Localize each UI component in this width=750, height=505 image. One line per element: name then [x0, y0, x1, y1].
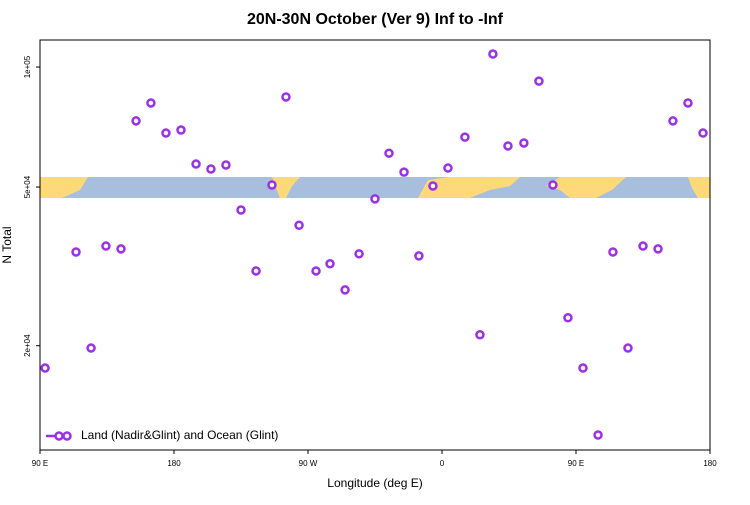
point: [384, 148, 394, 158]
point: [668, 116, 678, 126]
point: [206, 164, 216, 174]
point: [40, 363, 50, 373]
legend-marker: [62, 431, 72, 441]
y-tick-label: 2e+04: [23, 334, 32, 357]
legend-marker: [54, 431, 64, 441]
point: [428, 181, 438, 191]
y-tick-label: 5e+04: [23, 175, 32, 198]
point: [519, 138, 529, 148]
map-band: [40, 177, 710, 198]
point: [116, 244, 126, 254]
x-tick-label: 90 E: [32, 459, 48, 468]
point: [131, 116, 141, 126]
point: [267, 180, 277, 190]
y-axis-label: N Total: [0, 226, 14, 263]
point: [325, 259, 335, 269]
point: [488, 49, 498, 59]
point: [414, 251, 424, 261]
point: [608, 247, 618, 257]
x-axis-label: Longitude (deg E): [327, 476, 422, 490]
point: [236, 205, 246, 215]
point: [683, 98, 693, 108]
point: [281, 92, 291, 102]
point: [563, 313, 573, 323]
point: [370, 194, 380, 204]
x-tick-label: 180: [167, 459, 181, 468]
x-tick-label: 180: [703, 459, 717, 468]
plot-frame: [39, 39, 711, 451]
x-tick-label: 90 E: [568, 459, 584, 468]
legend-label: Land (Nadir&Glint) and Ocean (Glint): [81, 428, 278, 442]
point: [86, 343, 96, 353]
point: [71, 247, 81, 257]
point: [460, 132, 470, 142]
point: [294, 220, 304, 231]
point: [698, 128, 708, 138]
point: [534, 76, 544, 86]
y-tick-label: 1e+05: [23, 55, 32, 78]
point: [638, 241, 648, 251]
point: [251, 266, 261, 276]
x-tick-label: 90 W: [299, 459, 318, 468]
point: [176, 125, 186, 135]
point: [146, 98, 156, 108]
point: [221, 160, 231, 170]
point: [593, 430, 603, 440]
point: [503, 141, 513, 151]
point: [548, 180, 558, 190]
point: [399, 167, 409, 177]
point: [443, 163, 453, 173]
point: [475, 330, 485, 340]
point: [311, 266, 321, 276]
x-tick-label: 0: [440, 459, 445, 468]
point: [191, 159, 201, 169]
point: [653, 244, 663, 254]
point: [578, 363, 588, 373]
chart-title: 20N-30N October (Ver 9) Inf to -Inf: [247, 11, 504, 28]
point: [340, 285, 350, 295]
point: [161, 128, 171, 138]
point: [354, 249, 364, 259]
point: [101, 241, 111, 251]
point: [623, 343, 633, 353]
